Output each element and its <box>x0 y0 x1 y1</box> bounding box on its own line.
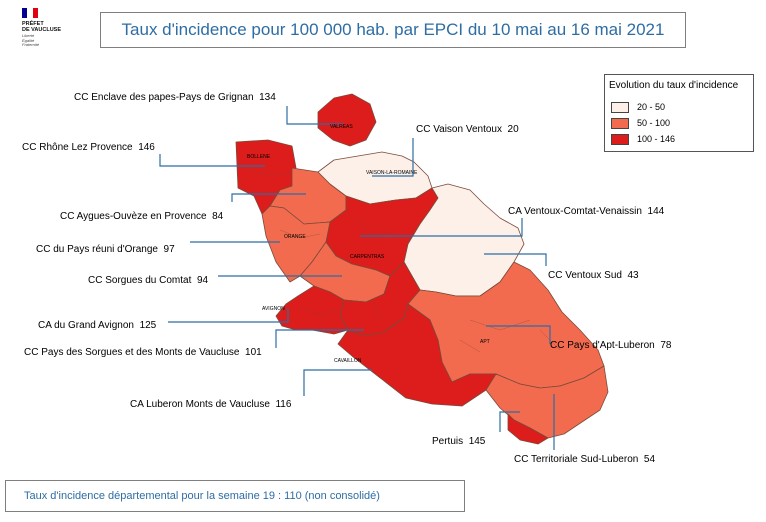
label-pays-des-sorgues: CC Pays des Sorgues et des Monts de Vauc… <box>24 347 262 358</box>
french-flag-icon <box>22 8 38 18</box>
label-ventoux-sud: CC Ventoux Sud 43 <box>548 270 639 281</box>
label-grand-avignon: CA du Grand Avignon 125 <box>38 320 157 331</box>
legend-swatch-low <box>611 101 629 113</box>
label-vaison-ventoux: CC Vaison Ventoux 20 <box>416 124 519 135</box>
label-pertuis: Pertuis 145 <box>432 436 486 447</box>
city-apt: APT <box>480 339 490 345</box>
label-luberon-monts-de-vaucluse: CA Luberon Monts de Vaucluse 116 <box>130 399 292 410</box>
legend-swatch-high <box>611 133 629 145</box>
map-legend: Evolution du taux d'incidence 20 - 50 50… <box>604 74 754 152</box>
legend-item-high: 100 - 146 <box>611 133 675 145</box>
city-carpentras: CARPENTRAS <box>350 254 385 260</box>
logo-text: PRÉFET DE VAUCLUSE <box>22 21 62 33</box>
label-rhone-lez-provence: CC Rhône Lez Provence 146 <box>22 142 155 153</box>
label-pays-apt-luberon: CC Pays d'Apt-Luberon 78 <box>550 340 672 351</box>
city-vaison: VAISON-LA-ROMAINE <box>366 170 418 176</box>
label-sud-luberon: CC Territoriale Sud-Luberon 54 <box>514 454 656 465</box>
label-ventoux-comtat-venaissin: CA Ventoux-Comtat-Venaissin 144 <box>508 206 665 217</box>
prefecture-logo: PRÉFET DE VAUCLUSE Liberté Égalité Frater… <box>22 8 82 56</box>
region-pertuis <box>507 413 549 445</box>
region-enclave-des-papes <box>317 93 377 147</box>
city-avignon: AVIGNON <box>262 306 285 312</box>
label-aygues-ouveze: CC Aygues-Ouvèze en Provence 84 <box>60 211 224 222</box>
logo-motto: Liberté Égalité Fraternité <box>22 33 40 47</box>
legend-title: Evolution du taux d'incidence <box>609 80 739 91</box>
city-cavaillon: CAVAILLON <box>334 358 362 364</box>
legend-item-mid: 50 - 100 <box>611 117 670 129</box>
city-bollene: BOLLENE <box>247 154 271 160</box>
department-rate-box: Taux d'incidence départemental pour la s… <box>5 480 465 512</box>
leader-lines <box>159 106 555 450</box>
legend-item-low: 20 - 50 <box>611 101 665 113</box>
legend-swatch-mid <box>611 117 629 129</box>
city-valreas: VALREAS <box>330 124 353 130</box>
region-luberon-monts-de-vaucluse <box>337 303 497 407</box>
label-pays-reuni-orange: CC du Pays réuni d'Orange 97 <box>36 244 175 255</box>
label-sorgues-du-comtat: CC Sorgues du Comtat 94 <box>88 275 209 286</box>
label-enclave-des-papes: CC Enclave des papes-Pays de Grignan 134 <box>74 92 276 103</box>
city-orange: ORANGE <box>284 234 306 240</box>
map-title: Taux d'incidence pour 100 000 hab. par E… <box>100 12 686 48</box>
